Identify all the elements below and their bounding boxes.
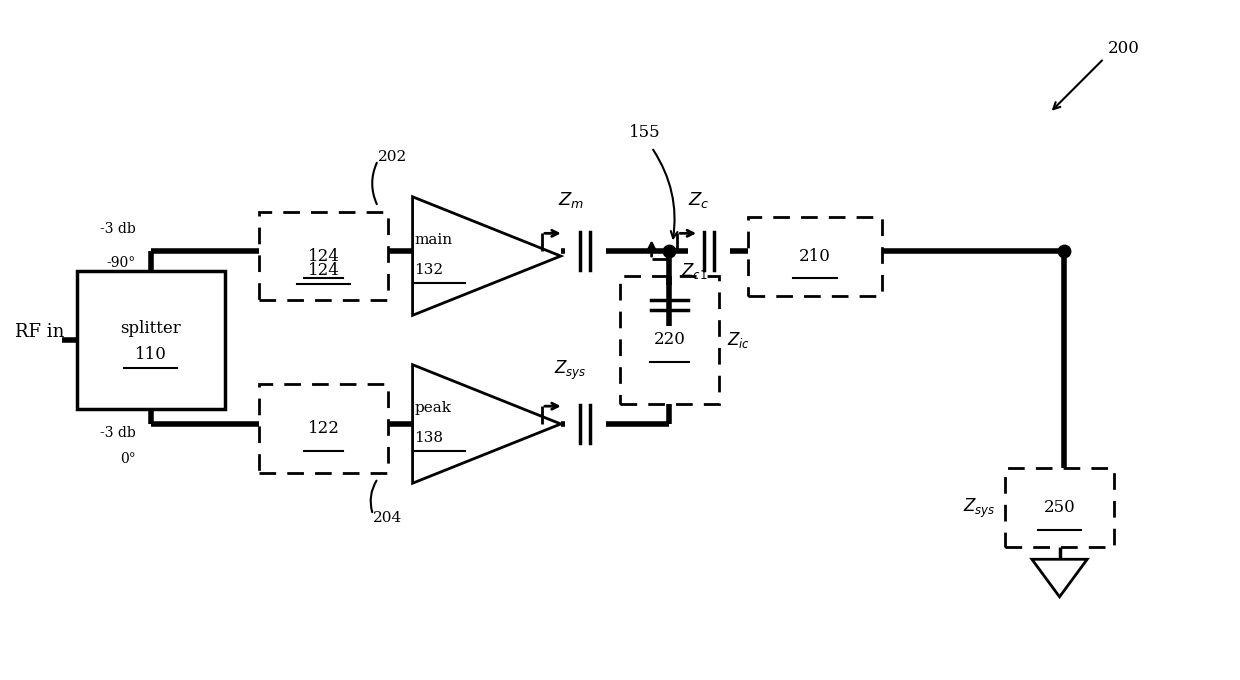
Text: peak: peak [414, 401, 451, 415]
Text: splitter: splitter [120, 320, 181, 337]
Text: -90°: -90° [107, 256, 136, 270]
Text: 0°: 0° [120, 452, 136, 466]
Text: 200: 200 [1107, 40, 1140, 57]
FancyBboxPatch shape [1006, 469, 1114, 547]
Text: 210: 210 [799, 248, 831, 265]
Text: 124: 124 [308, 248, 340, 265]
Text: 250: 250 [1044, 499, 1075, 516]
Text: -3 db: -3 db [100, 222, 136, 236]
Text: 122: 122 [308, 420, 340, 437]
Text: $Z_m$: $Z_m$ [558, 190, 584, 209]
FancyBboxPatch shape [749, 216, 882, 296]
Text: 110: 110 [135, 346, 166, 363]
Text: 124: 124 [308, 262, 340, 279]
Text: 202: 202 [378, 150, 408, 165]
Text: $Z_{c1}$: $Z_{c1}$ [681, 261, 708, 281]
Text: 132: 132 [414, 263, 444, 277]
Text: RF in: RF in [15, 323, 64, 341]
FancyBboxPatch shape [620, 276, 719, 404]
FancyBboxPatch shape [259, 211, 388, 301]
Text: $Z_{sys}$: $Z_{sys}$ [554, 359, 587, 382]
Text: 204: 204 [373, 511, 403, 525]
FancyBboxPatch shape [77, 271, 224, 409]
Text: 155: 155 [629, 124, 661, 141]
Text: 220: 220 [653, 332, 686, 348]
Text: $Z_{ic}$: $Z_{ic}$ [727, 330, 750, 350]
Text: $Z_{sys}$: $Z_{sys}$ [962, 496, 996, 520]
Text: 138: 138 [414, 431, 444, 445]
Text: $Z_c$: $Z_c$ [688, 190, 709, 209]
Text: -3 db: -3 db [100, 426, 136, 440]
Text: main: main [414, 233, 453, 248]
FancyBboxPatch shape [259, 384, 388, 473]
